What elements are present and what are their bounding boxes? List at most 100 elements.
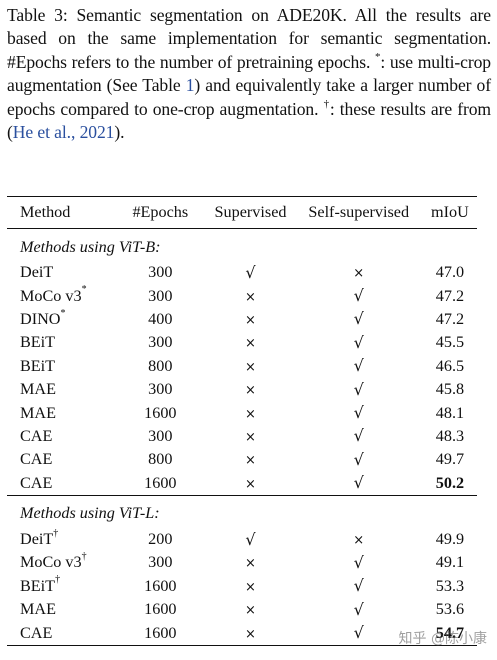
method-mark: † xyxy=(53,527,59,539)
caption-label: Table 3: xyxy=(7,5,68,25)
cell-supervised: × xyxy=(206,331,294,354)
cell-self-supervised-value: √ xyxy=(353,286,364,306)
cell-self-supervised: × xyxy=(295,528,423,551)
cell-method: CAE xyxy=(7,425,114,448)
cell-self-supervised: √ xyxy=(295,378,423,401)
cell-miou: 47.2 xyxy=(423,284,477,307)
cell-supervised: × xyxy=(206,355,294,378)
cell-self-supervised: √ xyxy=(295,331,423,354)
cell-epochs-value: 1600 xyxy=(144,576,177,595)
cell-epochs: 200 xyxy=(114,528,206,551)
method-name: CAE xyxy=(20,450,53,469)
cell-supervised: × xyxy=(206,551,294,574)
cell-epochs-value: 300 xyxy=(148,333,173,352)
cell-supervised-value: × xyxy=(245,406,256,422)
caption-text-1: Semantic segmentation on ADE20K. All the… xyxy=(7,5,491,72)
cell-epochs: 1600 xyxy=(114,472,206,496)
header-row: Method #Epochs Supervised Self-supervise… xyxy=(7,196,477,229)
cell-self-supervised: √ xyxy=(295,355,423,378)
cell-epochs-value: 300 xyxy=(148,426,173,445)
cell-self-supervised-value: × xyxy=(353,266,365,282)
cell-epochs: 800 xyxy=(114,448,206,471)
table-ref-link[interactable]: 1 xyxy=(185,75,195,96)
cell-supervised-value: × xyxy=(245,336,256,352)
cell-epochs-value: 800 xyxy=(148,450,173,469)
cell-method: CAE xyxy=(7,621,115,646)
cell-self-supervised-value: √ xyxy=(353,379,364,399)
cell-miou: 45.8 xyxy=(423,378,477,401)
cell-self-supervised: √ xyxy=(294,621,423,646)
cell-self-supervised-value: × xyxy=(353,533,365,549)
cell-supervised-value: × xyxy=(245,312,256,328)
section-header-row: Methods using ViT-L: xyxy=(7,494,477,528)
cell-self-supervised: √ xyxy=(295,448,423,471)
cell-epochs: 1600 xyxy=(114,621,207,646)
cell-miou-value: 47.2 xyxy=(435,309,465,328)
cell-self-supervised-value: √ xyxy=(353,552,364,572)
cell-method: MoCo v3* xyxy=(7,284,114,307)
method-name: BEiT xyxy=(20,333,56,352)
citation-link[interactable]: He et al., 2021 xyxy=(12,122,115,143)
cell-miou: 53.3 xyxy=(423,575,477,598)
cell-epochs: 1600 xyxy=(114,401,206,424)
cell-miou: 50.2 xyxy=(423,472,477,496)
method-name: MAE xyxy=(20,600,56,619)
cell-epochs: 300 xyxy=(114,551,206,574)
method-mark: † xyxy=(81,551,87,563)
cell-supervised: √ xyxy=(206,261,294,284)
table-row: MAE 1600 × √ 48.1 xyxy=(7,401,477,424)
cell-self-supervised: √ xyxy=(295,598,423,621)
table-row: MAE 1600 × √ 53.6 xyxy=(7,598,477,621)
cell-miou-value: 47.0 xyxy=(435,263,465,282)
cell-miou: 49.1 xyxy=(423,551,477,574)
cell-self-supervised-value: √ xyxy=(353,473,364,493)
cell-epochs-value: 300 xyxy=(148,286,173,305)
cell-method: BEiT xyxy=(7,355,114,378)
cell-method: DeiT xyxy=(7,261,114,284)
table-row: DeiT† 200 √ × 49.9 xyxy=(7,528,477,551)
cell-miou-value: 48.3 xyxy=(435,426,465,445)
cell-self-supervised-value: √ xyxy=(353,332,364,352)
method-name: MoCo v3 xyxy=(20,286,82,305)
cell-supervised-value: × xyxy=(245,289,256,305)
cell-supervised-value: × xyxy=(245,383,256,399)
cell-method: DINO* xyxy=(7,308,114,331)
method-name: BEiT xyxy=(20,576,56,595)
method-name: CAE xyxy=(20,426,53,445)
cell-epochs: 300 xyxy=(114,284,206,307)
cell-miou: 48.1 xyxy=(423,401,477,424)
cell-method: BEiT xyxy=(7,331,114,354)
cell-epochs: 300 xyxy=(114,425,206,448)
cell-epochs-value: 1600 xyxy=(144,600,177,619)
cell-supervised: × xyxy=(206,621,295,646)
cell-self-supervised: √ xyxy=(295,284,423,307)
cell-method: MAE xyxy=(7,598,114,621)
cell-method: MAE xyxy=(7,378,114,401)
cell-supervised: × xyxy=(206,575,294,598)
cell-supervised-value: √ xyxy=(245,529,256,549)
cell-epochs-value: 300 xyxy=(148,263,173,282)
method-name: MAE xyxy=(20,403,56,422)
method-name: DeiT xyxy=(20,263,54,282)
table-row: CAE 1600 × √ 50.2 xyxy=(7,472,477,496)
cell-miou-value: 47.2 xyxy=(435,286,465,305)
cell-self-supervised-value: √ xyxy=(353,426,364,446)
cell-supervised: × xyxy=(206,472,294,496)
cell-self-supervised: × xyxy=(295,261,423,284)
table-row: CAE 300 × √ 48.3 xyxy=(7,425,477,448)
cell-method: CAE xyxy=(7,448,114,471)
section-title: Methods using ViT-L: xyxy=(20,504,160,523)
cell-epochs: 800 xyxy=(114,355,206,378)
table-row: MoCo v3† 300 × √ 49.1 xyxy=(7,551,477,574)
cell-miou-value: 49.7 xyxy=(435,450,465,469)
cell-method: BEiT† xyxy=(7,575,114,598)
cell-self-supervised: √ xyxy=(295,425,423,448)
method-name: CAE xyxy=(20,623,53,642)
cell-miou-value: 45.5 xyxy=(435,333,465,352)
cell-miou: 45.5 xyxy=(423,331,477,354)
caption-text-2: : use multi-crop augmentation (See Table xyxy=(7,51,491,96)
cell-self-supervised-value: √ xyxy=(353,309,364,329)
cell-miou: 53.6 xyxy=(423,598,477,621)
cell-supervised-value: × xyxy=(245,453,256,469)
header-self-supervised: Self-supervised xyxy=(294,196,423,229)
